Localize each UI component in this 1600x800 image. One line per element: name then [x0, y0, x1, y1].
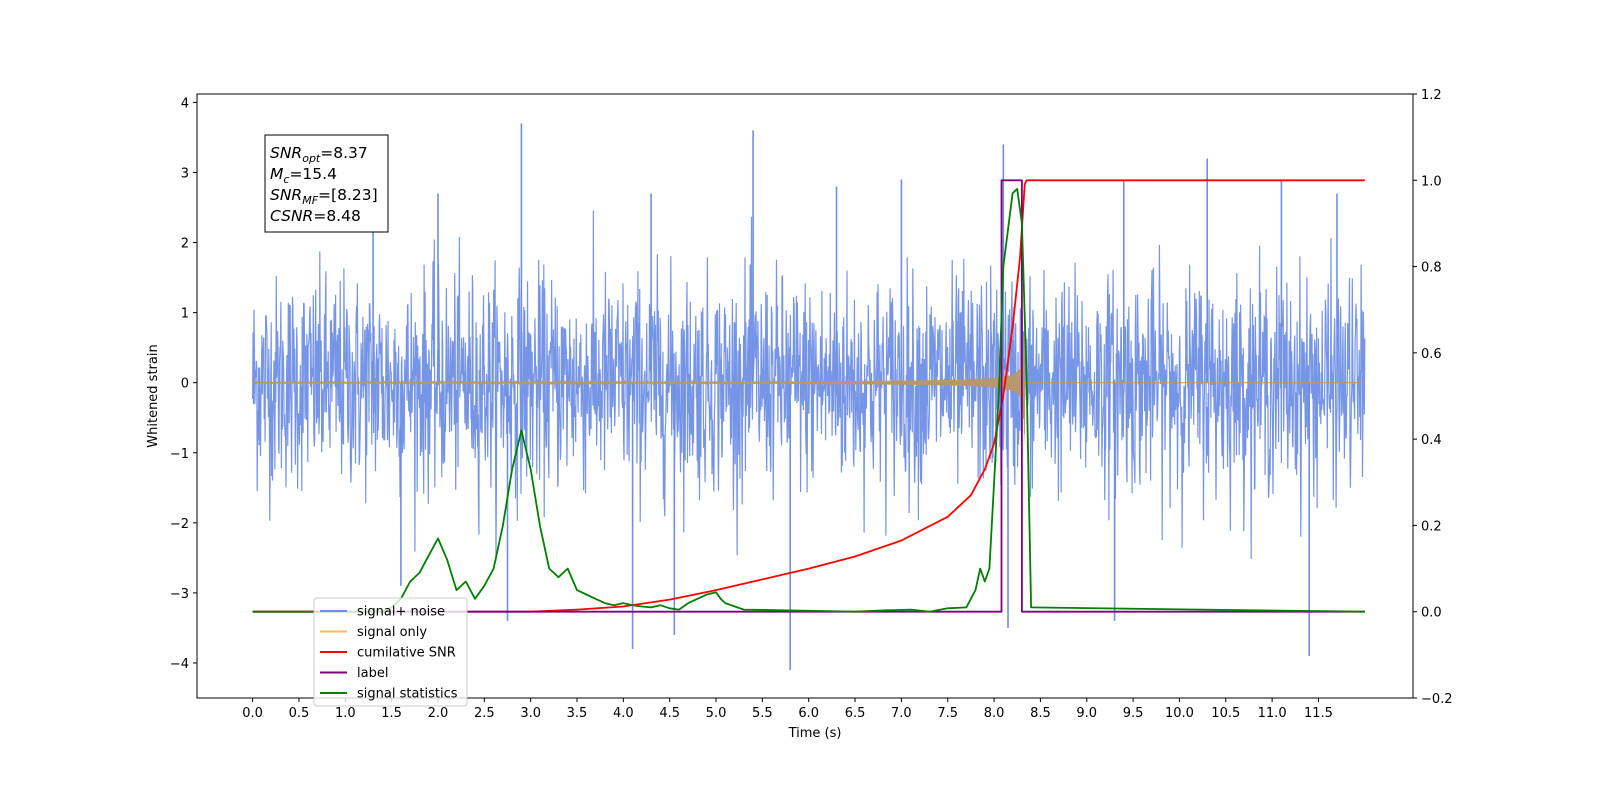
y-axis-label: Whitened strain — [146, 344, 161, 447]
series-layer — [253, 123, 1365, 670]
x-tick-label: 9.0 — [1076, 706, 1097, 721]
x-tick-label: 3.0 — [520, 706, 541, 721]
y-axis-right: 1.2 1.0 0.8 0.6 0.4 0.2 0.0 −0.2 — [1413, 88, 1453, 707]
x-tick-label: 4.0 — [613, 706, 634, 721]
x-tick-label: 5.0 — [706, 706, 727, 721]
y-tick-label: −2 — [170, 517, 189, 532]
x-tick-label: 3.5 — [567, 706, 588, 721]
y-tick-label: −1 — [170, 447, 189, 462]
annotation-line: SNRMF=[8.23] — [270, 186, 378, 207]
y-tick-label: 4 — [181, 96, 189, 111]
y-tick-label: 0 — [181, 377, 189, 392]
y-tick-label: −3 — [170, 587, 189, 602]
x-tick-label: 0.5 — [289, 706, 310, 721]
x-tick-label: 2.0 — [428, 706, 449, 721]
x-tick-label: 6.0 — [798, 706, 819, 721]
y2-tick-label: 0.0 — [1421, 606, 1442, 621]
annotation-line: Mc=15.4 — [270, 165, 337, 186]
x-tick-label: 0.0 — [242, 706, 263, 721]
x-tick-label: 11.0 — [1258, 706, 1287, 721]
x-tick-label: 2.5 — [474, 706, 495, 721]
legend-entry: signal statistics — [357, 687, 458, 702]
x-tick-label: 1.5 — [381, 706, 402, 721]
x-tick-label: 5.5 — [752, 706, 773, 721]
y2-tick-label: 1.0 — [1421, 174, 1442, 189]
legend: signal+ noise signal only cumilative SNR la… — [314, 598, 467, 706]
x-tick-label: 10.0 — [1165, 706, 1194, 721]
x-tick-label: 1.0 — [335, 706, 356, 721]
x-tick-label: 9.5 — [1123, 706, 1144, 721]
snr-annotation-box: SNRopt=8.37Mc=15.4SNRMF=[8.23]CSNR=8.48 — [265, 135, 388, 232]
legend-entry: cumilative SNR — [357, 646, 456, 661]
legend-entry: signal+ noise — [357, 605, 445, 620]
x-tick-label: 8.0 — [984, 706, 1005, 721]
annotation-line: CSNR=8.48 — [270, 207, 361, 225]
x-tick-label: 6.5 — [845, 706, 866, 721]
x-axis-label: Time (s) — [788, 726, 842, 741]
y2-tick-label: 0.4 — [1421, 433, 1442, 448]
x-tick-label: 10.5 — [1211, 706, 1240, 721]
y2-tick-label: 1.2 — [1421, 88, 1442, 103]
y-tick-label: 3 — [181, 166, 189, 181]
x-tick-label: 7.5 — [937, 706, 958, 721]
legend-entry: label — [357, 666, 388, 681]
y2-tick-label: 0.2 — [1421, 519, 1442, 534]
legend-entry: signal only — [357, 625, 427, 640]
y-tick-label: −4 — [170, 657, 189, 672]
series-signal-noise — [253, 211, 1365, 561]
y-tick-label: 1 — [181, 307, 189, 322]
x-tick-label: 7.0 — [891, 706, 912, 721]
y-axis-left: 4 3 2 1 0 −1 −2 −3 −4 — [170, 96, 197, 672]
y2-tick-label: 0.6 — [1421, 347, 1442, 362]
x-tick-label: 4.5 — [659, 706, 680, 721]
y2-tick-label: 0.8 — [1421, 261, 1442, 276]
x-tick-label: 8.5 — [1030, 706, 1051, 721]
y-tick-label: 2 — [181, 237, 189, 252]
y2-tick-label: −0.2 — [1421, 692, 1453, 707]
x-tick-label: 11.5 — [1304, 706, 1333, 721]
